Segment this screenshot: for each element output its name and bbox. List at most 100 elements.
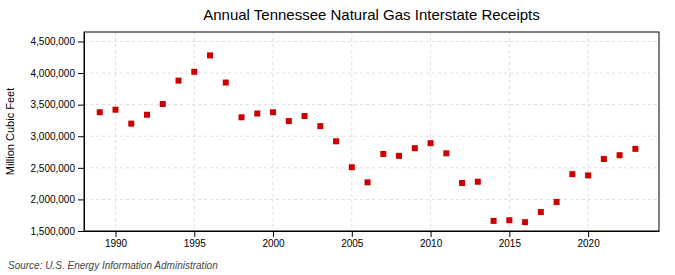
grid-line	[273, 32, 274, 231]
tick: 2015	[499, 231, 522, 249]
axis-line	[84, 33, 85, 232]
point	[317, 123, 323, 129]
point	[333, 138, 339, 144]
y-axis: 1,500,000 2,000,000 2,500,000 3,000,000 3,50…	[31, 33, 85, 237]
tick: 3,500,000	[31, 99, 85, 110]
point	[491, 218, 497, 224]
tick-label: 2,000,000	[31, 194, 76, 205]
point	[302, 113, 308, 119]
tick: 2,000,000	[31, 194, 85, 205]
grid-line	[588, 32, 589, 231]
point	[191, 69, 197, 75]
point	[522, 219, 528, 225]
y-axis-title: Million Cubic Feet	[4, 88, 16, 175]
grid-line	[84, 73, 659, 74]
x-axis: 1990 1995 2000 2005 2010 2015 2020	[85, 231, 660, 249]
point	[617, 152, 623, 158]
tick-mark	[78, 73, 84, 74]
point	[632, 146, 638, 152]
point	[223, 80, 229, 86]
grid-line	[115, 32, 116, 231]
annotation: Source: U.S. Energy Information Administ…	[8, 260, 218, 271]
title: Annual Tennessee Natural Gas Interstate …	[203, 6, 540, 23]
tick-label: 1990	[105, 238, 128, 249]
point	[412, 145, 418, 151]
tick-label: 2005	[341, 238, 364, 249]
point	[428, 140, 434, 146]
grid	[84, 32, 659, 231]
tick-mark	[273, 231, 274, 237]
tick-label: 2010	[420, 238, 443, 249]
frame	[84, 32, 659, 231]
point	[349, 164, 355, 170]
tick: 1,500,000	[31, 226, 85, 237]
point	[254, 110, 260, 116]
point	[506, 217, 512, 223]
point	[286, 118, 292, 124]
tick-mark	[116, 231, 117, 237]
tick-mark	[78, 168, 84, 169]
grid-line	[84, 41, 659, 42]
point	[239, 114, 245, 120]
tick-label: 4,500,000	[31, 36, 76, 47]
point	[128, 121, 134, 127]
tick: 1995	[184, 231, 207, 249]
marks	[97, 52, 639, 225]
tick-label: 2000	[262, 238, 285, 249]
grid-line	[84, 136, 659, 137]
tick-mark	[588, 231, 589, 237]
tick-mark	[431, 231, 432, 237]
grid-line	[351, 32, 352, 231]
tick-label: 3,000,000	[31, 131, 76, 142]
tick-label: 3,500,000	[31, 99, 76, 110]
tick-mark	[78, 231, 84, 232]
point	[569, 171, 575, 177]
point	[207, 52, 213, 58]
tick-label: 1,500,000	[31, 226, 76, 237]
point	[538, 209, 544, 215]
grid-line	[430, 32, 431, 231]
point	[97, 109, 103, 115]
axis-line	[85, 231, 660, 232]
point	[270, 109, 276, 115]
point	[113, 107, 119, 113]
point	[443, 150, 449, 156]
point	[144, 112, 150, 118]
point	[176, 78, 182, 84]
tick: 1990	[105, 231, 128, 249]
point	[396, 153, 402, 159]
point	[459, 180, 465, 186]
grid-line	[84, 104, 659, 105]
tick: 2010	[420, 231, 443, 249]
tick: 2020	[577, 231, 600, 249]
point	[585, 172, 591, 178]
tick-mark	[194, 231, 195, 237]
tick-label: 2,500,000	[31, 163, 76, 174]
grid-line	[194, 32, 195, 231]
chart: 1990 1995 2000 2005 2010 2015 2020 1,500,000 2,0…	[0, 0, 675, 275]
plot: 1990 1995 2000 2005 2010 2015 2020 1,500,000 2,0…	[31, 32, 660, 249]
tick-mark	[352, 231, 353, 237]
point	[601, 156, 607, 162]
point	[365, 179, 371, 185]
tick: 4,500,000	[31, 36, 85, 47]
tick-label: 2015	[499, 238, 522, 249]
tick: 2000	[262, 231, 285, 249]
tick: 3,000,000	[31, 131, 85, 142]
tick-mark	[78, 199, 84, 200]
tick: 2,500,000	[31, 163, 85, 174]
tick: 4,000,000	[31, 68, 85, 79]
tick-mark	[78, 41, 84, 42]
tick-label: 4,000,000	[31, 68, 76, 79]
grid-line	[509, 32, 510, 231]
tick: 2005	[341, 231, 364, 249]
tick-label: 1995	[184, 238, 207, 249]
tick-label: 2020	[577, 238, 600, 249]
point	[160, 101, 166, 107]
tick-mark	[78, 136, 84, 137]
tick-mark	[509, 231, 510, 237]
point	[475, 179, 481, 185]
grid-line	[84, 199, 659, 200]
point	[554, 199, 560, 205]
point	[380, 151, 386, 157]
